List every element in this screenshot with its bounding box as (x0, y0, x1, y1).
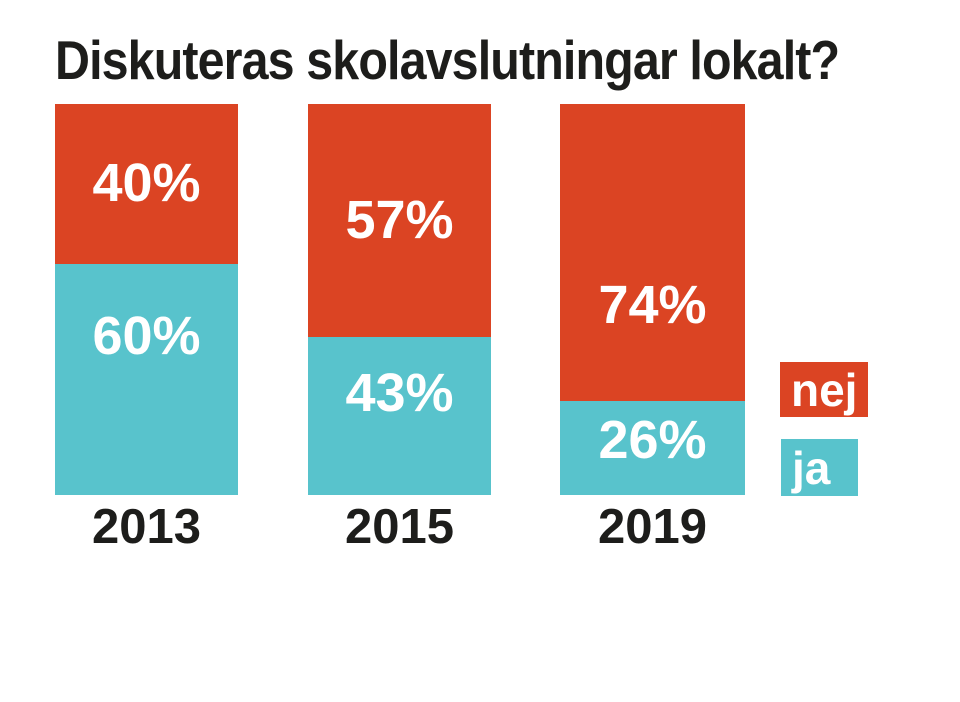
legend-item-ja: ja (781, 439, 858, 496)
value-label-2019-ja: 26% (598, 410, 707, 470)
bar-2019-segment-nej: 74% (560, 104, 745, 401)
legend-label-nej: nej (791, 363, 858, 416)
bar-2015: 57% 43% (308, 104, 491, 495)
value-label-2013-nej: 40% (92, 153, 201, 213)
legend-label-ja: ja (792, 441, 831, 494)
category-label-2013: 2013 (91, 500, 201, 554)
value-label-2015-nej: 57% (345, 190, 454, 250)
value-label-2013-ja: 60% (92, 306, 201, 366)
bar-2015-segment-nej: 57% (308, 104, 491, 337)
bar-2019: 74% 26% (560, 104, 745, 495)
bar-2013-segment-nej: 40% (55, 104, 238, 264)
legend-item-nej: nej (780, 362, 868, 417)
bar-2013-segment-ja: 60% (55, 264, 238, 495)
value-label-2019-nej: 74% (598, 275, 707, 335)
category-label-2015: 2015 (344, 500, 454, 554)
bar-2013: 40% 60% (55, 104, 238, 495)
value-label-2015-ja: 43% (345, 363, 454, 423)
chart-title: Diskuteras skolavslutningar lokalt? (55, 29, 840, 91)
bar-2015-segment-ja: 43% (308, 337, 491, 495)
category-label-2019: 2019 (597, 500, 707, 554)
bar-2019-segment-ja: 26% (560, 401, 745, 495)
